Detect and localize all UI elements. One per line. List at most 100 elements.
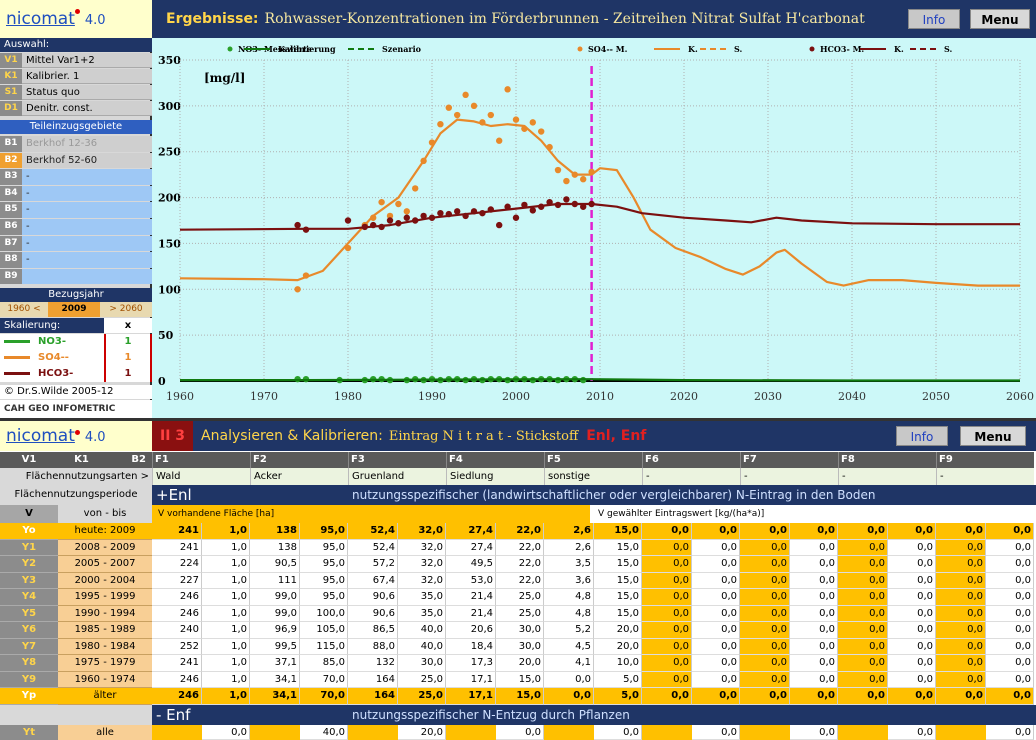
cell-value: 0,0 [692, 671, 740, 688]
series-line [591, 378, 1020, 382]
cell-value: 30,0 [496, 638, 544, 655]
selection-key: K1 [0, 69, 22, 84]
land-use-name: - [838, 468, 936, 485]
cell-value: 0,0 [888, 539, 936, 556]
cell-value: 0,0 [888, 589, 936, 606]
cell-value: 0,0 [692, 572, 740, 589]
cell-value: 0,0 [936, 589, 986, 606]
chart: 0 50 100 150 200 250 300 350 1960 1970 1980 1990 200… [152, 38, 1036, 420]
area-key: B6 [0, 219, 22, 235]
area-value: - [22, 185, 152, 202]
cell-value: 1,0 [202, 622, 250, 639]
info-button[interactable]: Info [908, 9, 960, 29]
cell-value: 0,0 [642, 556, 692, 573]
row-period: 2000 - 2004 [58, 572, 152, 589]
legend-label: Szenario [382, 44, 422, 54]
cell-value: 0,0 [692, 638, 740, 655]
cell-value: 18,4 [446, 638, 496, 655]
data-point [512, 214, 520, 221]
cell-value: 0,0 [936, 572, 986, 589]
x-tick-label: 2010 [586, 390, 614, 403]
col-head: V1 [0, 452, 58, 468]
cell-value: 0,0 [790, 572, 838, 589]
cell-value: 1,0 [202, 523, 250, 540]
legend-symbol [227, 46, 233, 52]
x-tick-label: 2060 [1006, 390, 1034, 403]
scaling-value: 1 [104, 334, 152, 350]
cell-value: 0,0 [838, 622, 888, 639]
cell-value: 85,0 [300, 655, 348, 672]
data-point [412, 185, 419, 192]
legend-symbol [577, 46, 583, 52]
cell-value: 4,5 [544, 638, 594, 655]
cell-value: 15,0 [496, 671, 544, 688]
cell-value: 0,0 [888, 556, 936, 573]
year[interactable]: 2009 [48, 302, 100, 317]
menu-button[interactable]: Menu [960, 426, 1026, 446]
cell-value: 1,0 [202, 655, 250, 672]
cell-value: 22,0 [496, 556, 544, 573]
cell-value: 0,0 [838, 523, 888, 540]
cell-value: 227 [152, 572, 202, 589]
cell-value: 241 [152, 655, 202, 672]
cell-value: 20,0 [398, 724, 446, 740]
area-head: V vorhandene Fläche [ha] [152, 505, 590, 523]
cell-value: 1,0 [202, 589, 250, 606]
series-line [590, 167, 1020, 287]
cell-value: 32,0 [398, 539, 446, 556]
cell-value: 15,0 [594, 556, 642, 573]
cell-value: 0,0 [642, 572, 692, 589]
cell-value: 5,0 [594, 671, 642, 688]
menu-button[interactable]: Menu [970, 9, 1030, 29]
cell-value: 0,0 [986, 638, 1034, 655]
cell-value: 0,0 [790, 605, 838, 622]
logo-version: 4.0 [84, 13, 106, 28]
cell-value: 240 [152, 622, 202, 639]
area-value: - [22, 252, 152, 268]
cell-input [838, 724, 888, 740]
row-id: Y3 [0, 572, 58, 589]
enl-label: +Enl [152, 485, 352, 505]
x-tick-label: 2000 [502, 390, 530, 403]
org: CAH GEO INFOMETRIC [0, 400, 152, 418]
col-head: B2 [105, 452, 152, 468]
col-head: K1 [58, 452, 105, 468]
row-period: 1995 - 1999 [58, 589, 152, 606]
row-period: älter [58, 688, 152, 705]
year[interactable]: 1960 < [0, 302, 48, 317]
cell-value: 57,2 [348, 556, 398, 573]
cell-value: 0,0 [888, 523, 936, 540]
area-value: - [22, 202, 152, 218]
cell-value: 0,0 [838, 589, 888, 606]
data-point [470, 102, 478, 110]
cell-value: 1,0 [202, 539, 250, 556]
cell-value: 21,4 [446, 605, 496, 622]
data-point [445, 104, 452, 111]
cell-value: 0,0 [790, 589, 838, 606]
cell-value: 0,0 [838, 605, 888, 622]
cell-value: 17,3 [446, 655, 496, 672]
year[interactable]: > 2060 [100, 302, 152, 317]
cell-value: 0,0 [740, 539, 790, 556]
info-button[interactable]: Info [896, 426, 948, 446]
cell-value: 4,1 [544, 655, 594, 672]
group-head: F7 [740, 452, 838, 468]
cell-value: 0,0 [888, 638, 936, 655]
area-key: B9 [0, 268, 22, 285]
cell-value: 0,0 [888, 655, 936, 672]
cell-value: 21,4 [446, 589, 496, 606]
cell-value: 35,0 [398, 605, 446, 622]
area-value [22, 268, 152, 285]
row-id: Y1 [0, 539, 58, 556]
cell-input [936, 724, 986, 740]
cell-value: 95,0 [300, 589, 348, 606]
cell-value: 246 [152, 671, 202, 688]
cell-value: 0,0 [740, 671, 790, 688]
cell-value: 5,0 [594, 688, 642, 705]
row-id: Y5 [0, 605, 58, 622]
cell-value: 0,0 [986, 572, 1034, 589]
cell-value: 52,4 [348, 523, 398, 540]
cell-value: 49,5 [446, 556, 496, 573]
y-tick-label: 250 [158, 146, 181, 159]
cell-value: 15,0 [496, 688, 544, 705]
